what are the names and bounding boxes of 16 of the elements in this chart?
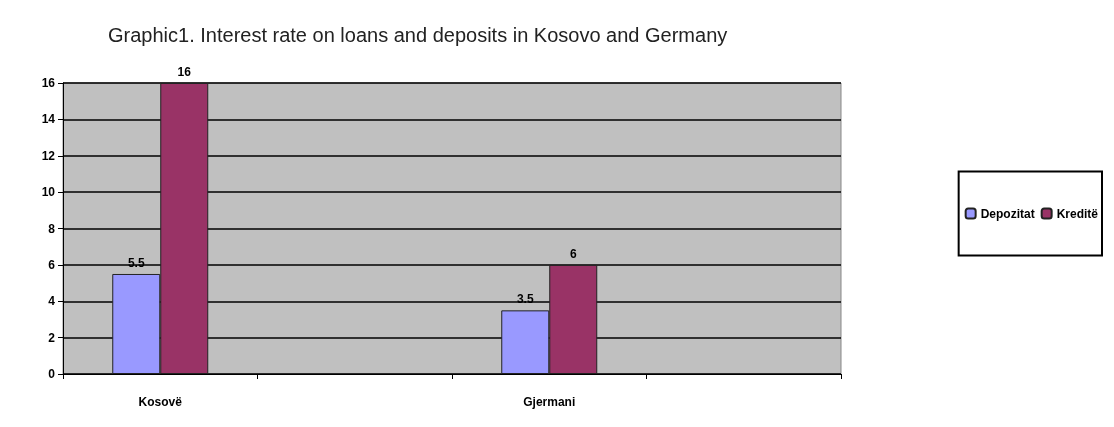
y-tick-label: 16 (41, 76, 56, 90)
y-tick-label: 2 (48, 330, 56, 345)
y-tick-label: 10 (41, 185, 56, 200)
y-tick-label: 8 (48, 221, 56, 236)
x-tick-label: Gjermani (523, 395, 576, 409)
legend-label: Depozitat (980, 206, 1035, 221)
legend-label: Kreditë (1056, 206, 1099, 221)
y-tick-label: 4 (48, 294, 56, 309)
data-label: 6 (569, 246, 577, 261)
y-tick-label: 14 (41, 112, 56, 127)
data-label: 16 (177, 65, 192, 79)
x-tick-label: Kosovë (138, 395, 183, 409)
y-tick-label: 12 (41, 148, 56, 163)
y-tick-label: 0 (48, 367, 56, 381)
chart-title: Graphic1. Interest rate on loans and deposits in Kosovo and Germany (108, 24, 728, 46)
y-tick-label: 6 (48, 257, 56, 272)
